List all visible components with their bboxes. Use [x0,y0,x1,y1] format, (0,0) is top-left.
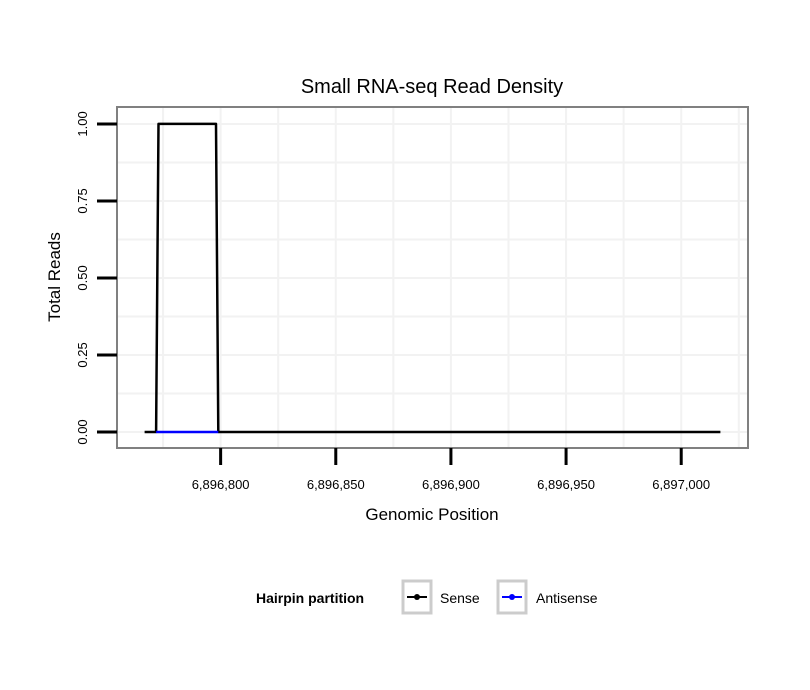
legend: Hairpin partition Sense Antisense [256,579,598,615]
x-tick-label: 6,896,850 [307,477,365,492]
x-tick-label: 6,896,950 [537,477,595,492]
legend-label-antisense: Antisense [536,590,598,606]
legend-title: Hairpin partition [256,590,364,606]
legend-marker-antisense [509,594,515,600]
x-tick-label: 6,896,800 [192,477,250,492]
x-tick-label: 6,896,900 [422,477,480,492]
chart-title: Small RNA-seq Read Density [301,76,563,98]
y-tick-label: 0.00 [75,419,90,444]
y-axis: 0.00 0.25 0.50 0.75 1.00 [75,111,117,445]
legend-entry-antisense: Antisense [496,579,598,615]
gridlines [117,107,748,448]
y-tick-label: 0.50 [75,265,90,290]
y-axis-label: Total Reads [45,232,64,322]
y-tick-label: 1.00 [75,111,90,136]
x-axis: 6,896,800 6,896,850 6,896,900 6,896,950 6,89… [192,448,710,492]
series-lines [144,122,721,434]
y-tick-label: 0.75 [75,188,90,213]
x-axis-label: Genomic Position [365,505,498,524]
legend-marker-sense [414,594,420,600]
series-line-sense [144,122,721,434]
x-tick-label: 6,897,000 [652,477,710,492]
legend-label-sense: Sense [440,590,480,606]
y-tick-label: 0.25 [75,342,90,367]
legend-entry-sense: Sense [401,579,480,615]
